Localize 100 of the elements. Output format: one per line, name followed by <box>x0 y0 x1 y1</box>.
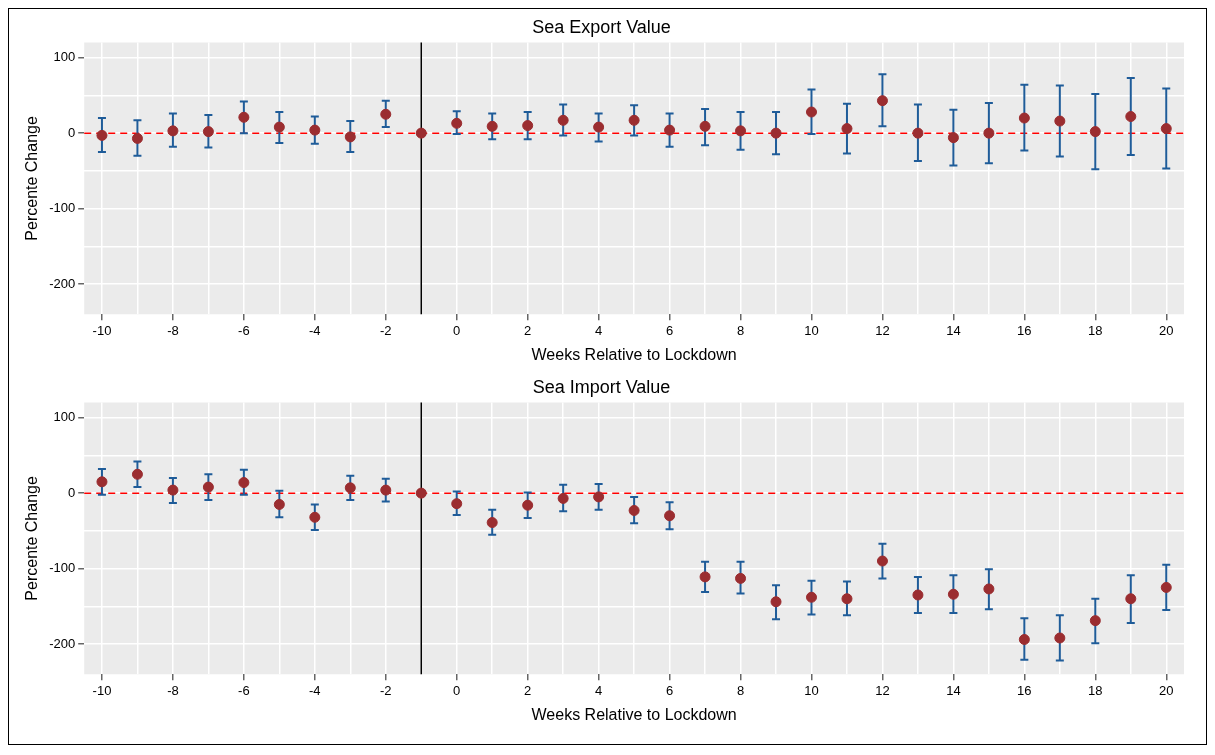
point <box>96 129 108 141</box>
point <box>202 126 214 138</box>
point <box>522 120 534 132</box>
x-tick-label: 20 <box>1159 322 1174 338</box>
y-tick-label: -100 <box>49 560 76 576</box>
x-tick-label: -2 <box>379 322 392 338</box>
x-tick-label: 0 <box>453 682 461 698</box>
x-tick-label: 12 <box>875 322 890 338</box>
y-tick-label: -200 <box>49 635 76 651</box>
point <box>1160 581 1172 593</box>
point <box>131 132 143 144</box>
chart-title: Sea Import Value <box>532 376 671 397</box>
y-tick-label: 100 <box>53 49 76 65</box>
point <box>380 108 392 120</box>
x-tick-label: 16 <box>1017 322 1032 338</box>
y-axis-title: Percente Change <box>23 116 41 241</box>
point <box>451 117 463 129</box>
point <box>628 114 640 126</box>
x-tick-label: 8 <box>736 682 745 698</box>
point <box>1125 593 1137 605</box>
x-axis-title: Weeks Relative to Lockdown <box>531 345 737 363</box>
point <box>770 127 782 139</box>
y-tick-label: -200 <box>49 275 76 291</box>
x-tick-label: -4 <box>309 682 321 698</box>
y-tick-label: -100 <box>49 200 76 216</box>
x-tick-label: 0 <box>453 322 461 338</box>
point <box>770 596 782 608</box>
point <box>344 131 356 143</box>
point <box>131 468 143 480</box>
x-tick-label: 2 <box>524 322 532 338</box>
point <box>486 517 498 529</box>
point <box>1018 112 1030 124</box>
point <box>451 498 463 510</box>
x-tick-label: 4 <box>595 682 603 698</box>
x-tick-label: 10 <box>804 322 819 338</box>
y-axis-title: Percente Change <box>23 476 41 601</box>
point <box>735 125 747 137</box>
point <box>96 476 108 488</box>
point <box>167 125 179 137</box>
point <box>415 487 427 499</box>
x-tick-label: 14 <box>946 682 961 698</box>
x-tick-label: -10 <box>92 682 112 698</box>
x-tick-label: 18 <box>1088 682 1103 698</box>
x-tick-label: 8 <box>736 322 745 338</box>
point <box>805 591 817 603</box>
point <box>273 498 285 510</box>
point <box>841 593 853 605</box>
point <box>202 481 214 493</box>
point <box>273 121 285 133</box>
point <box>912 589 924 601</box>
x-tick-label: 6 <box>665 322 674 338</box>
y-tick-label: 0 <box>67 124 76 140</box>
point <box>1160 123 1172 135</box>
chart-title: Sea Export Value <box>532 16 671 37</box>
x-axis-title: Weeks Relative to Lockdown <box>531 705 737 723</box>
x-tick-label: 2 <box>524 682 532 698</box>
point <box>1018 634 1030 645</box>
point <box>486 120 498 132</box>
point <box>1054 115 1066 127</box>
x-tick-label: -8 <box>167 322 179 338</box>
point <box>309 124 321 136</box>
point <box>841 123 853 135</box>
point <box>1089 615 1101 627</box>
point <box>876 555 888 567</box>
x-tick-label: -8 <box>167 682 179 698</box>
x-tick-label: -4 <box>309 322 321 338</box>
x-tick-label: 4 <box>595 322 603 338</box>
point <box>664 510 676 522</box>
point <box>805 106 817 118</box>
x-tick-label: 12 <box>875 682 890 698</box>
point <box>912 127 924 139</box>
point <box>1089 126 1101 138</box>
x-tick-label: -6 <box>238 322 250 338</box>
point <box>699 120 711 132</box>
point <box>735 572 747 584</box>
x-tick-label: -6 <box>238 682 250 698</box>
point <box>344 482 356 494</box>
point <box>628 504 640 516</box>
point <box>593 491 605 503</box>
point <box>699 571 711 583</box>
point <box>664 124 676 136</box>
point <box>947 132 959 144</box>
x-tick-label: 6 <box>665 682 674 698</box>
point <box>983 127 995 139</box>
point <box>1054 632 1066 644</box>
point <box>522 499 534 511</box>
x-tick-label: -2 <box>379 682 392 698</box>
point <box>415 127 427 139</box>
point <box>1125 111 1137 123</box>
x-tick-label: 18 <box>1088 322 1103 338</box>
point <box>876 95 888 107</box>
x-tick-label: 14 <box>946 322 961 338</box>
point <box>167 484 179 496</box>
x-tick-label: -10 <box>92 322 112 338</box>
point <box>593 121 605 133</box>
point <box>238 477 250 489</box>
x-tick-label: 20 <box>1159 682 1174 698</box>
y-tick-label: 100 <box>53 409 76 425</box>
x-tick-label: 16 <box>1017 682 1032 698</box>
x-tick-label: 10 <box>804 682 819 698</box>
